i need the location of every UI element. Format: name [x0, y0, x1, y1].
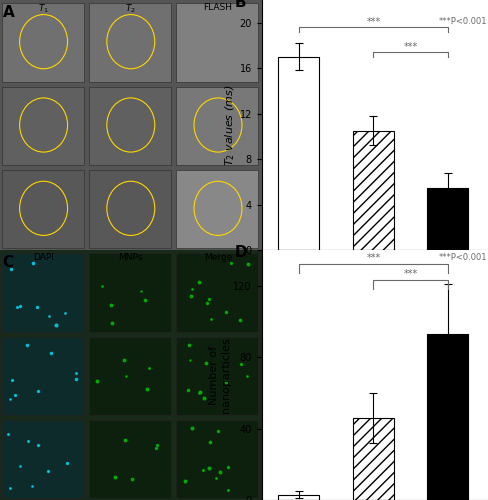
Text: ***P<0.001: ***P<0.001 — [437, 254, 486, 262]
Bar — [278, 494, 319, 500]
FancyBboxPatch shape — [89, 420, 171, 498]
Text: C: C — [2, 255, 14, 270]
Bar — [352, 418, 393, 500]
Bar — [427, 334, 468, 500]
FancyBboxPatch shape — [2, 420, 83, 498]
FancyBboxPatch shape — [176, 86, 258, 165]
FancyBboxPatch shape — [176, 336, 258, 415]
FancyBboxPatch shape — [176, 420, 258, 498]
Bar — [278, 57, 319, 250]
Text: FLASH: FLASH — [203, 2, 232, 12]
Text: A: A — [2, 5, 14, 20]
Text: ***: *** — [403, 42, 417, 51]
Y-axis label: Number of
nanoparticles: Number of nanoparticles — [208, 337, 230, 413]
Text: ***: *** — [403, 270, 417, 280]
Text: $T_1$: $T_1$ — [38, 2, 49, 15]
Y-axis label: $T_2$ values (ms): $T_2$ values (ms) — [223, 84, 236, 166]
Text: ***: *** — [366, 254, 380, 264]
Text: $T_2$: $T_2$ — [125, 2, 136, 15]
FancyBboxPatch shape — [89, 170, 171, 248]
FancyBboxPatch shape — [2, 4, 83, 82]
FancyBboxPatch shape — [2, 86, 83, 165]
FancyBboxPatch shape — [176, 4, 258, 82]
FancyBboxPatch shape — [176, 170, 258, 248]
FancyBboxPatch shape — [89, 86, 171, 165]
Bar — [427, 188, 468, 250]
Text: MNPs: MNPs — [119, 252, 142, 262]
Text: Merge: Merge — [203, 252, 232, 262]
FancyBboxPatch shape — [89, 336, 171, 415]
Text: ***: *** — [366, 16, 380, 26]
Text: DAPI: DAPI — [33, 252, 54, 262]
Bar — [352, 130, 393, 250]
FancyBboxPatch shape — [2, 336, 83, 415]
FancyBboxPatch shape — [2, 170, 83, 248]
FancyBboxPatch shape — [89, 4, 171, 82]
FancyBboxPatch shape — [2, 254, 83, 332]
Text: D: D — [234, 245, 246, 260]
FancyBboxPatch shape — [89, 254, 171, 332]
Text: B: B — [234, 0, 245, 10]
FancyBboxPatch shape — [176, 254, 258, 332]
Text: ***P<0.001: ***P<0.001 — [437, 17, 486, 26]
